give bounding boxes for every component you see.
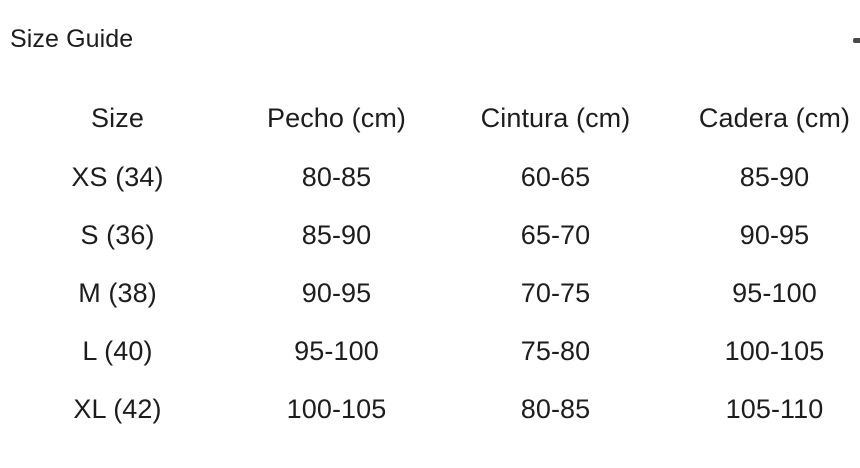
size-label: XS (34) <box>71 161 164 192</box>
measurement-value: 100-105 <box>286 393 387 424</box>
measurement-value: 80-85 <box>301 161 372 192</box>
table-header-row: Size Pecho (cm) Cintura (cm) Cadera (cm) <box>8 88 860 148</box>
measurement-value: 100-105 <box>724 335 825 366</box>
table-row: L (40) 95-100 75-80 100-105 <box>8 322 860 380</box>
table-row: S (36) 85-90 65-70 90-95 <box>8 206 860 264</box>
clipped-control-icon[interactable] <box>853 38 860 43</box>
measurement-value: 90-95 <box>301 277 372 308</box>
column-header: Pecho (cm) <box>266 102 407 133</box>
table-row: M (38) 90-95 70-75 95-100 <box>8 264 860 322</box>
size-label: XL (42) <box>73 393 162 424</box>
measurement-value: 70-75 <box>520 277 591 308</box>
size-label: L (40) <box>82 335 153 366</box>
table-body: XS (34) 80-85 60-65 85-90 S (36) 85-90 65-70 90… <box>8 148 860 438</box>
measurement-value: 60-65 <box>520 161 591 192</box>
column-header: Size <box>91 102 144 133</box>
measurement-value: 65-70 <box>520 219 591 250</box>
measurement-value: 80-85 <box>520 393 591 424</box>
column-header: Cintura (cm) <box>480 102 631 133</box>
measurement-value: 85-90 <box>301 219 372 250</box>
measurement-value: 85-90 <box>739 161 810 192</box>
measurement-value: 75-80 <box>520 335 591 366</box>
measurement-value: 90-95 <box>739 219 810 250</box>
size-label: M (38) <box>78 277 157 308</box>
page-title: Size Guide <box>10 25 134 53</box>
size-label: S (36) <box>80 219 155 250</box>
measurement-value: 95-100 <box>732 277 817 308</box>
measurement-value: 95-100 <box>294 335 379 366</box>
table-row: XS (34) 80-85 60-65 85-90 <box>8 148 860 206</box>
measurement-value: 105-110 <box>725 393 824 424</box>
table-row: XL (42) 100-105 80-85 105-110 <box>8 380 860 438</box>
size-table: Size Pecho (cm) Cintura (cm) Cadera (cm) XS… <box>8 88 860 438</box>
column-header: Cadera (cm) <box>698 102 851 133</box>
